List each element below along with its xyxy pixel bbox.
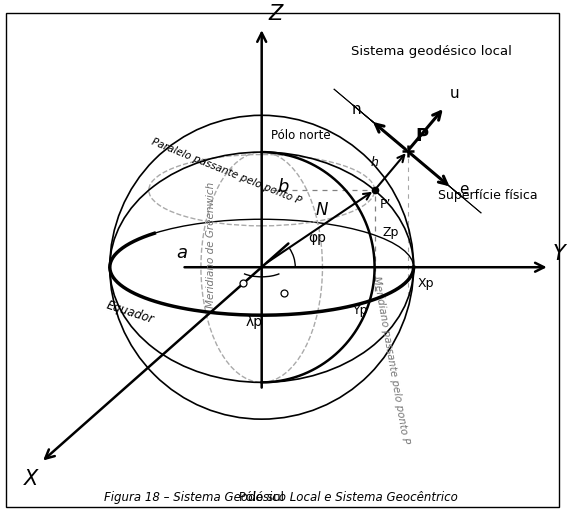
Text: Y: Y (552, 244, 566, 264)
Text: φp: φp (308, 231, 326, 245)
Text: Z: Z (268, 4, 282, 24)
Text: e: e (460, 182, 469, 197)
Text: n: n (352, 102, 361, 117)
Text: P’: P’ (380, 198, 391, 211)
Text: P: P (415, 127, 428, 145)
Text: N: N (315, 201, 328, 219)
Text: Meridiano de Greenwich: Meridiano de Greenwich (205, 182, 216, 308)
Text: Pólo norte: Pólo norte (271, 129, 331, 143)
Text: Yp: Yp (353, 304, 368, 317)
Text: b: b (278, 178, 289, 196)
Text: Equador: Equador (105, 298, 156, 326)
Text: Pólo sul: Pólo sul (239, 491, 284, 504)
Text: a: a (176, 244, 187, 263)
Text: Figura 18 – Sistema Geodésico Local e Sistema Geocêntrico: Figura 18 – Sistema Geodésico Local e Si… (104, 491, 458, 504)
Text: Meridiano passante pelo ponto P: Meridiano passante pelo ponto P (371, 275, 410, 445)
Text: Superfície física: Superfície física (438, 189, 537, 202)
Text: X: X (24, 469, 39, 489)
Text: h: h (370, 156, 378, 169)
Text: Paralelo passante pelo ponto P: Paralelo passante pelo ponto P (150, 136, 303, 206)
Text: u: u (450, 86, 459, 101)
Text: Zp: Zp (382, 225, 399, 239)
Text: Sistema geodésico local: Sistema geodésico local (351, 45, 512, 58)
Text: Xp: Xp (417, 277, 434, 290)
Text: λp: λp (245, 315, 262, 329)
